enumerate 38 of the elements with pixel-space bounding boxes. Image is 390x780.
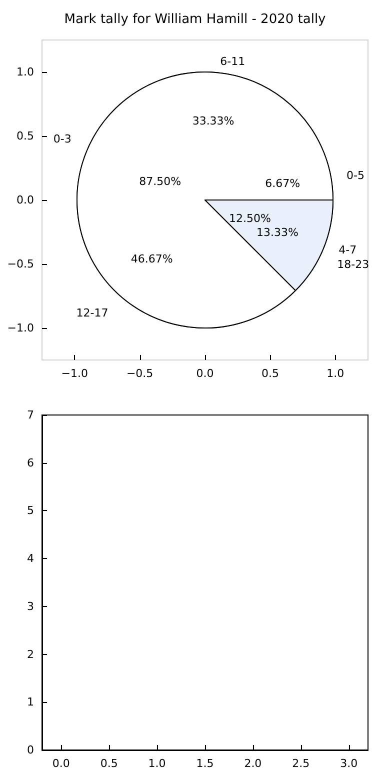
y-tick-label: −1.0 <box>7 322 34 334</box>
chart-title: Mark tally for William Hamill - 2020 tally <box>64 12 326 27</box>
x-tick-label: 1.5 <box>196 757 214 770</box>
y-tick-label: 4 <box>27 552 34 566</box>
y-tick-label: 3 <box>27 600 34 613</box>
slice-label: 4-7 <box>338 243 357 256</box>
y-tick-label: 0.0 <box>16 194 34 206</box>
y-tick-label: 1.0 <box>16 66 34 78</box>
data-label: 87.50% <box>139 174 182 188</box>
slice-label: 0-3 <box>53 132 72 146</box>
slice-label: 12-17 <box>76 306 108 320</box>
y-tick-label: 0.5 <box>16 130 34 142</box>
x-tick-label: 2.0 <box>244 757 262 770</box>
data-label: 13.33% <box>256 226 298 239</box>
x-tick-label: 0.5 <box>261 367 279 380</box>
x-tick-label: −1.0 <box>61 367 88 380</box>
x-tick-label: 0.5 <box>100 757 118 770</box>
data-label: 33.33% <box>192 114 234 128</box>
slice-label: 0-5 <box>346 168 364 182</box>
x-tick-label: 0.0 <box>196 367 214 380</box>
data-label: 12.50% <box>228 212 271 226</box>
x-tick-label: 2.5 <box>292 757 310 770</box>
y-tick-label: 5 <box>27 504 34 518</box>
x-tick-label: 1.0 <box>148 757 166 770</box>
x-tick-label: −0.5 <box>126 367 154 380</box>
y-tick-label: −0.5 <box>7 258 34 270</box>
data-label: 46.67% <box>130 252 173 266</box>
data-label: 6.67% <box>265 176 300 190</box>
slice-label: 18-23 <box>337 258 370 271</box>
y-tick-label: 2 <box>27 648 34 661</box>
y-tick-label: 1 <box>27 696 34 709</box>
y-tick-label: 7 <box>27 408 34 422</box>
slice-label: 6-11 <box>220 55 246 68</box>
x-tick-label: 0.0 <box>52 757 70 770</box>
y-tick-label: 6 <box>27 456 34 470</box>
y-tick-label: 0 <box>27 744 34 756</box>
x-tick-label: 1.0 <box>326 367 344 380</box>
x-tick-label: 3.0 <box>340 757 358 770</box>
